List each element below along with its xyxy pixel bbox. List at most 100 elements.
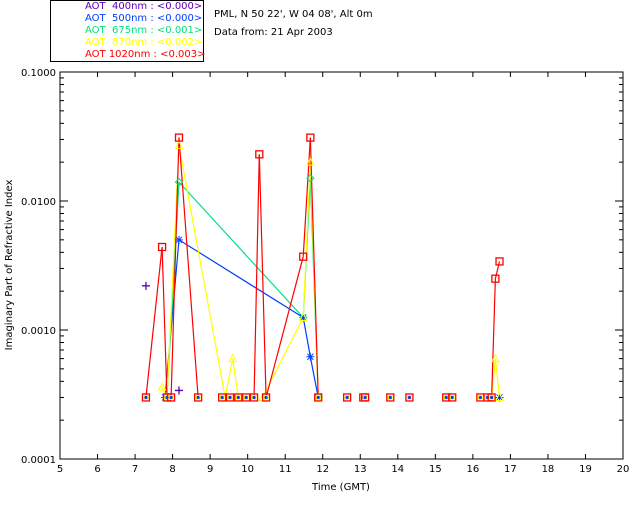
series-line <box>232 358 239 398</box>
data-point-overlap <box>236 395 240 400</box>
y-tick-label: 0.0100 <box>21 197 56 208</box>
legend: AOT 400nm : <0.000> AOT 500nm : <0.000> … <box>50 0 206 62</box>
data-point-square <box>342 393 352 402</box>
data-point-triangle <box>298 312 308 321</box>
data-point-overlap <box>490 395 494 400</box>
data-point-overlap <box>478 395 482 400</box>
data-point-overlap <box>144 395 148 400</box>
data-point-square <box>491 274 500 283</box>
series-line <box>161 246 168 398</box>
data-point-triangle <box>228 353 237 363</box>
series-line <box>224 358 234 398</box>
series-line <box>265 256 304 398</box>
data-point-overlap <box>169 395 173 400</box>
data-point-square <box>261 393 271 402</box>
series-line <box>258 154 267 398</box>
plot-frame <box>59 71 624 460</box>
data-point-triangle <box>491 353 500 363</box>
data-point-square <box>299 252 308 261</box>
station-info: PML, N 50 22', W 04 08', Alt 0m <box>214 9 373 20</box>
info-block: PML, N 50 22', W 04 08', Alt 0m Data fro… <box>214 6 373 42</box>
data-point-asterisk <box>495 393 504 402</box>
series-line <box>302 317 311 357</box>
data-point-overlap <box>264 395 268 400</box>
x-tick-label: 19 <box>579 464 592 475</box>
x-tick-label: 13 <box>354 464 367 475</box>
series-line <box>494 358 501 398</box>
data-point-diamond <box>306 174 315 183</box>
x-tick-label: 6 <box>94 464 100 475</box>
x-tick-label: 10 <box>241 464 254 475</box>
series-line <box>178 145 226 398</box>
y-tick-label: 0.0001 <box>21 455 56 466</box>
x-tick-label: 7 <box>132 464 138 475</box>
series-line <box>309 356 319 398</box>
data-point-overlap <box>196 395 200 400</box>
data-point-overlap <box>252 395 256 400</box>
data-point-square <box>314 393 323 402</box>
data-point-plus <box>174 386 183 395</box>
data-point-asterisk <box>299 313 308 322</box>
x-tick-label: 18 <box>542 464 555 475</box>
data-point-overlap <box>388 395 392 400</box>
y-axis-label: Imaginary Part of Refractive Index <box>4 180 15 351</box>
data-point-plus <box>141 281 150 290</box>
data-point-overlap <box>363 395 367 400</box>
data-point-diamond <box>174 177 184 187</box>
series-line <box>178 181 304 318</box>
data-point-overlap <box>407 395 412 400</box>
data-point-overlap <box>220 395 224 400</box>
legend-item-675: AOT 675nm : <0.001> <box>85 25 203 36</box>
data-point-square <box>193 393 203 402</box>
x-axis-label: Time (GMT) <box>311 482 370 493</box>
data-point-triangle <box>157 382 167 391</box>
x-tick-label: 14 <box>391 464 404 475</box>
data-point-asterisk <box>306 352 315 361</box>
series-line <box>178 137 199 398</box>
x-tick-label: 20 <box>617 464 630 475</box>
data-point-square <box>157 242 167 252</box>
data-point-square <box>249 393 259 402</box>
series-line <box>178 239 304 319</box>
series-line <box>164 239 180 398</box>
x-tick-label: 11 <box>279 464 292 475</box>
x-tick-label: 8 <box>169 464 175 475</box>
data-point-diamond <box>299 313 308 322</box>
data-point-square <box>386 393 395 402</box>
data-point-square <box>217 393 227 402</box>
legend-item-870: AOT 870nm : <0.002> <box>85 37 203 48</box>
legend-item-500: AOT 500nm : <0.000> <box>85 13 203 24</box>
data-point-square <box>141 393 151 402</box>
x-tick-label: 16 <box>466 464 479 475</box>
data-point-triangle <box>306 157 315 166</box>
data-point-triangle <box>174 140 184 149</box>
data-point-square <box>242 393 251 402</box>
series-line <box>170 137 180 398</box>
x-tick-label: 17 <box>504 464 517 475</box>
series-line <box>253 154 260 398</box>
data-point-square <box>234 393 243 402</box>
legend-item-400: AOT 400nm : <0.000> <box>85 1 203 12</box>
data-point-overlap <box>450 395 454 400</box>
data-point-square <box>405 393 414 402</box>
data-point-square <box>255 150 264 159</box>
data-point-square <box>360 393 370 402</box>
data-point-square <box>225 393 235 402</box>
data-point-square <box>306 133 315 142</box>
data-point-overlap <box>244 395 248 400</box>
data-point-square <box>487 393 496 402</box>
series-line <box>145 246 163 398</box>
data-point-overlap <box>316 395 320 400</box>
legend-item-1020: AOT 1020nm : <0.003> <box>85 49 206 60</box>
data-point-square <box>174 133 184 142</box>
x-tick-label: 5 <box>57 464 63 475</box>
series-line <box>302 162 311 318</box>
data-point-square <box>166 393 176 402</box>
series-line <box>302 137 311 257</box>
x-tick-label: 15 <box>429 464 442 475</box>
x-tick-label: 12 <box>316 464 329 475</box>
data-point-overlap <box>345 395 349 400</box>
data-point-asterisk <box>174 235 183 244</box>
data-point-square <box>448 393 457 402</box>
